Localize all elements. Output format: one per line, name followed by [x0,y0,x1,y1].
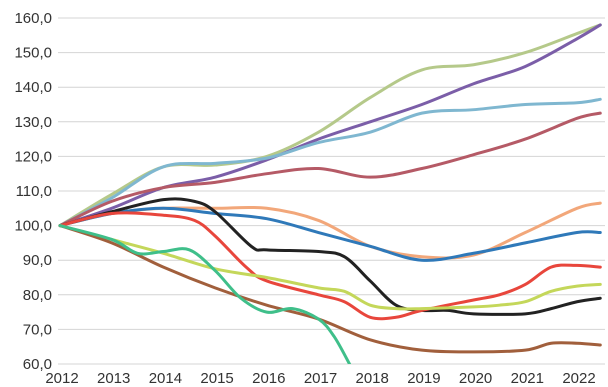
y-tick-label: 130,0 [14,114,52,131]
series-line-4 [58,111,602,228]
series-line-10 [58,224,602,354]
series-line-9 [58,224,602,311]
series-line-7 [58,197,602,316]
x-tick-label: 2017 [304,370,337,387]
x-tick-label: 2018 [356,370,389,387]
x-tick-label: 2016 [252,370,285,387]
y-axis-tick-labels: 60,0 70,0 80,0 90,0 100,0 110,0 120,0 130,0 140,… [14,10,52,373]
x-axis-tick-labels: 2012 2013 2014 2015 2016 2017 2018 2019 2020 2021… [45,370,595,387]
y-tick-label: 80,0 [23,287,52,304]
x-tick-label: 2022 [562,370,595,387]
x-tick-label: 2021 [511,370,544,387]
x-tick-label: 2013 [97,370,130,387]
y-tick-label: 110,0 [16,183,52,200]
x-tick-label: 2014 [149,370,182,387]
y-tick-label: 90,0 [23,252,52,269]
x-tick-label: 2012 [45,370,78,387]
y-tick-label: 100,0 [14,218,52,235]
series-line-8 [58,211,602,321]
series-line-5 [58,201,602,260]
y-tick-label: 150,0 [14,45,52,62]
y-tick-label: 70,0 [23,321,52,338]
x-tick-label: 2020 [459,370,492,387]
y-tick-label: 160,0 [14,10,52,27]
y-tick-label: 120,0 [14,148,52,165]
x-tick-label: 2019 [407,370,440,387]
y-tick-label: 140,0 [14,79,52,96]
series-lines [58,23,602,364]
series-line-11 [58,224,352,364]
series-line-6 [58,206,602,262]
y-tick-label: 60,0 [23,356,52,373]
grid-lines [58,17,605,365]
series-line-3 [58,97,602,228]
x-tick-label: 2015 [200,370,233,387]
